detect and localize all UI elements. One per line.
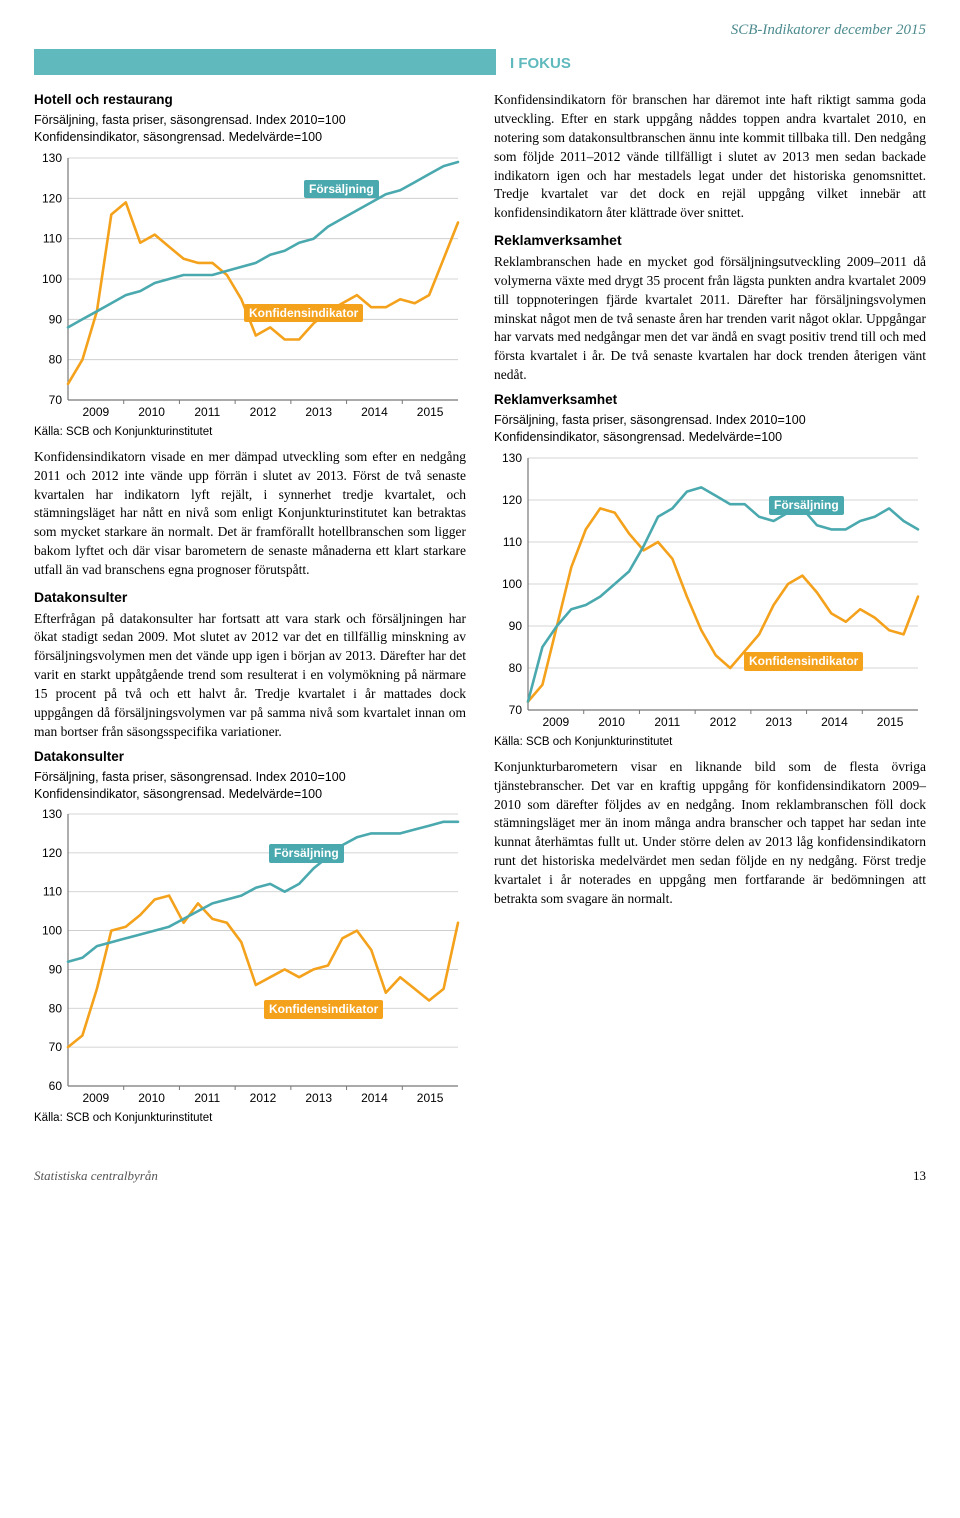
svg-text:2010: 2010 [138, 405, 165, 419]
svg-text:100: 100 [502, 577, 522, 591]
para-konfidens: Konfidensindikatorn för branschen har dä… [494, 91, 926, 223]
series-label: Försäljning [769, 496, 844, 515]
series-label: Försäljning [269, 844, 344, 863]
chart3-subtitle: Försäljning, fasta priser, säsongrensad.… [494, 412, 926, 446]
chart1-subtitle: Försäljning, fasta priser, säsongrensad.… [34, 112, 466, 146]
svg-text:130: 130 [42, 152, 62, 165]
svg-text:120: 120 [42, 191, 62, 205]
svg-text:80: 80 [509, 661, 523, 675]
svg-text:100: 100 [42, 272, 62, 286]
svg-text:2012: 2012 [250, 405, 277, 419]
svg-text:90: 90 [49, 312, 63, 326]
chart-hotell: Hotell och restaurang Försäljning, fasta… [34, 91, 466, 440]
svg-text:80: 80 [49, 1002, 63, 1016]
svg-text:70: 70 [49, 393, 63, 407]
sales-line [68, 162, 458, 327]
svg-text:2014: 2014 [361, 1091, 388, 1105]
svg-text:120: 120 [42, 846, 62, 860]
svg-text:2015: 2015 [877, 715, 904, 729]
svg-text:110: 110 [503, 535, 522, 549]
footer-publisher: Statistiska centralbyrån [34, 1167, 158, 1185]
svg-text:90: 90 [49, 963, 63, 977]
svg-text:2009: 2009 [83, 1091, 110, 1105]
svg-text:70: 70 [509, 703, 523, 717]
chart-reklam: Reklamverksamhet Försäljning, fasta pris… [494, 391, 926, 750]
svg-text:2014: 2014 [361, 405, 388, 419]
chart2-source: Källa: SCB och Konjunkturinstitutet [34, 1110, 466, 1126]
para-reklam-2: Konjunkturbarometern visar en liknande b… [494, 758, 926, 909]
chart3-source: Källa: SCB och Konjunkturinstitutet [494, 734, 926, 750]
svg-text:2011: 2011 [194, 405, 220, 419]
page-footer: Statistiska centralbyrån 13 [34, 1163, 926, 1185]
svg-text:2009: 2009 [543, 715, 570, 729]
svg-text:130: 130 [42, 808, 62, 821]
series-label: Försäljning [304, 180, 379, 199]
chart-datakonsulter: Datakonsulter Försäljning, fasta priser,… [34, 748, 466, 1127]
chart2-subtitle: Försäljning, fasta priser, säsongrensad.… [34, 769, 466, 803]
series-label: Konfidensindikator [244, 304, 363, 323]
page-number: 13 [913, 1167, 926, 1185]
svg-text:130: 130 [502, 452, 522, 465]
svg-text:2012: 2012 [250, 1091, 277, 1105]
svg-text:2009: 2009 [83, 405, 110, 419]
chart3-title: Reklamverksamhet [494, 391, 926, 410]
right-column: Konfidensindikatorn för branschen har dä… [494, 91, 926, 1135]
para-hotell: Konfidensindikatorn visade en mer dämpad… [34, 448, 466, 580]
heading-reklam: Reklamverksamhet [494, 231, 926, 251]
svg-text:60: 60 [49, 1079, 63, 1093]
series-label: Konfidensindikator [744, 652, 863, 671]
svg-text:2015: 2015 [417, 1091, 444, 1105]
svg-text:2013: 2013 [765, 715, 792, 729]
svg-text:2011: 2011 [194, 1091, 220, 1105]
svg-text:2014: 2014 [821, 715, 848, 729]
focus-banner: I FOKUS [34, 49, 926, 75]
svg-text:2013: 2013 [305, 1091, 332, 1105]
para-datakonsulter: Efterfrågan på datakonsulter har fortsat… [34, 610, 466, 742]
svg-text:2010: 2010 [138, 1091, 165, 1105]
series-label: Konfidensindikator [264, 1000, 383, 1019]
left-column: Hotell och restaurang Försäljning, fasta… [34, 91, 466, 1135]
svg-text:110: 110 [43, 885, 62, 899]
chart1-title: Hotell och restaurang [34, 91, 466, 110]
svg-text:110: 110 [43, 231, 62, 245]
svg-text:2015: 2015 [417, 405, 444, 419]
svg-text:70: 70 [49, 1041, 63, 1055]
svg-text:2010: 2010 [598, 715, 625, 729]
svg-text:80: 80 [49, 352, 63, 366]
chart-svg: 60 70 80 90 100 110 120 130 2009 2010 2011 2012 2013… [34, 808, 464, 1108]
svg-text:2013: 2013 [305, 405, 332, 419]
heading-datakonsulter: Datakonsulter [34, 588, 466, 608]
chart1-source: Källa: SCB och Konjunkturinstitutet [34, 424, 466, 440]
confidence-line [68, 896, 458, 1048]
svg-text:2012: 2012 [710, 715, 737, 729]
chart-svg: 70 80 90 100 110 120 130 2009 2010 2011 2012 2013 20… [494, 452, 924, 732]
chart-svg: 70 80 90 100 110 120 130 2009 2010 2011 2012 2013 20… [34, 152, 464, 422]
svg-text:100: 100 [42, 924, 62, 938]
focus-label: I FOKUS [496, 49, 926, 75]
document-header: SCB-Indikatorer december 2015 [34, 20, 926, 41]
svg-text:2011: 2011 [654, 715, 680, 729]
chart2-title: Datakonsulter [34, 748, 466, 767]
confidence-line [68, 202, 458, 384]
svg-text:120: 120 [502, 493, 522, 507]
svg-text:90: 90 [509, 619, 523, 633]
para-reklam-1: Reklambranschen hade en mycket god försä… [494, 253, 926, 385]
